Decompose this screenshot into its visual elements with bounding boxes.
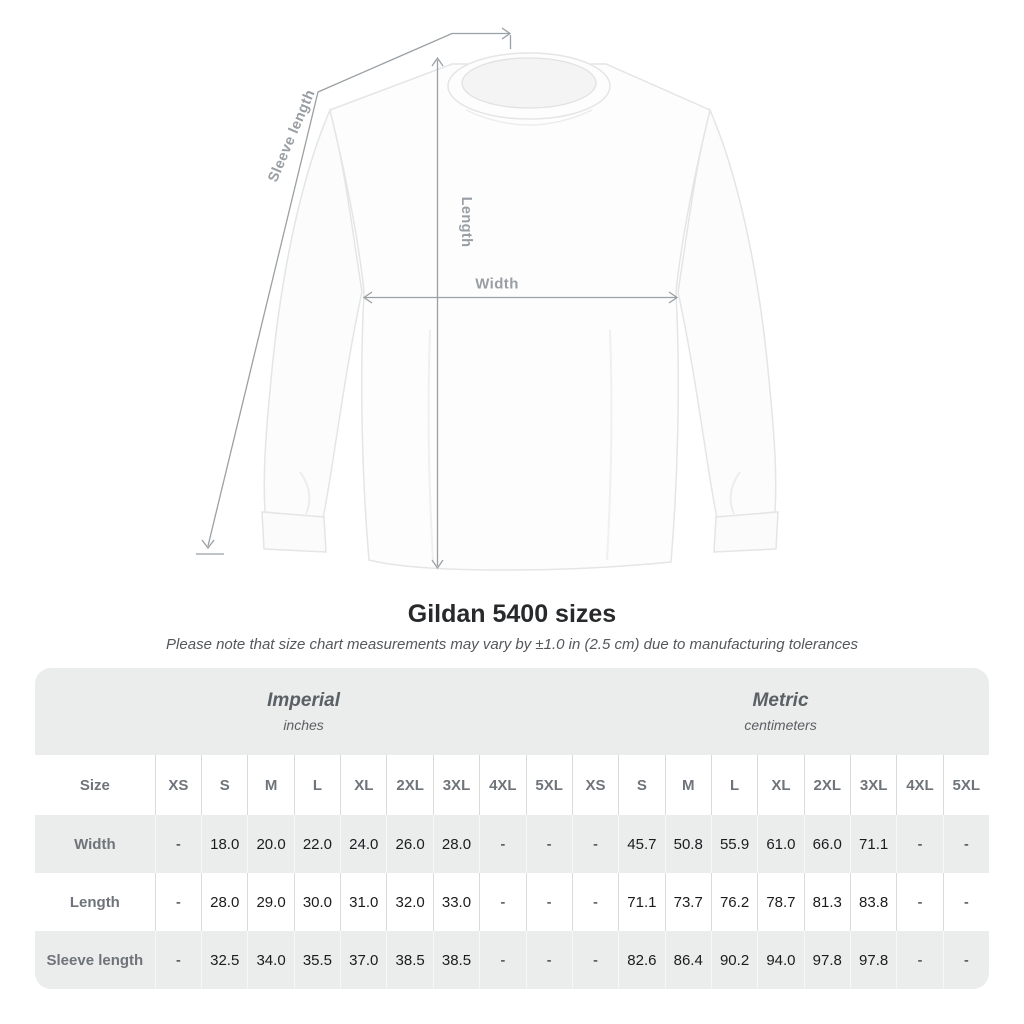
table-cell: 28.0 bbox=[201, 873, 247, 931]
table-cell: 34.0 bbox=[247, 931, 293, 989]
table-cell: - bbox=[571, 873, 618, 931]
metric-label: Metric bbox=[752, 690, 809, 711]
table-cell: 90.2 bbox=[710, 931, 757, 989]
table-cell: 30.0 bbox=[293, 873, 340, 931]
table-cell: - bbox=[479, 931, 525, 989]
size-col-header: XL bbox=[340, 755, 386, 815]
table-cell: 71.1 bbox=[849, 815, 896, 873]
size-chart-table: Imperial inches Metric centimeters Size … bbox=[35, 668, 989, 989]
table-cell: - bbox=[896, 931, 942, 989]
table-cell: - bbox=[896, 815, 942, 873]
table-cell: 22.0 bbox=[293, 815, 340, 873]
table-cell: - bbox=[479, 815, 525, 873]
table-cell: 61.0 bbox=[757, 815, 803, 873]
width-label: Width bbox=[475, 275, 519, 293]
table-cell: 26.0 bbox=[386, 815, 432, 873]
table-cell: 31.0 bbox=[340, 873, 386, 931]
table-row-length: Length - 28.0 29.0 30.0 31.0 32.0 33.0 -… bbox=[35, 873, 989, 931]
size-col-header: 4XL bbox=[896, 755, 942, 815]
size-col-header: 5XL bbox=[525, 755, 572, 815]
table-cell: - bbox=[525, 873, 572, 931]
sleeve-length-arrow bbox=[196, 27, 512, 555]
table-cell: - bbox=[479, 873, 525, 931]
size-header-row: Size XS S M L XL 2XL 3XL 4XL 5XL XS S M … bbox=[35, 755, 989, 815]
table-cell: 18.0 bbox=[201, 815, 247, 873]
table-cell: - bbox=[525, 815, 572, 873]
table-cell: 50.8 bbox=[664, 815, 711, 873]
size-col-header: S bbox=[201, 755, 247, 815]
table-cell: - bbox=[154, 873, 201, 931]
size-col-header: 4XL bbox=[479, 755, 525, 815]
table-cell: 45.7 bbox=[618, 815, 664, 873]
table-row-sleeve-length: Sleeve length - 32.5 34.0 35.5 37.0 38.5… bbox=[35, 931, 989, 989]
table-cell: 28.0 bbox=[432, 815, 479, 873]
size-col-header: XS bbox=[154, 755, 201, 815]
table-cell: - bbox=[896, 873, 942, 931]
table-cell: 32.5 bbox=[201, 931, 247, 989]
table-cell: 73.7 bbox=[664, 873, 711, 931]
table-cell: 37.0 bbox=[340, 931, 386, 989]
page-title: Gildan 5400 sizes bbox=[407, 600, 617, 628]
table-cell: - bbox=[942, 931, 989, 989]
size-col-header: XL bbox=[757, 755, 803, 815]
table-cell: 55.9 bbox=[710, 815, 757, 873]
table-cell: 83.8 bbox=[849, 873, 896, 931]
table-cell: 38.5 bbox=[386, 931, 432, 989]
shirt-image bbox=[196, 27, 779, 571]
table-cell: 82.6 bbox=[618, 931, 664, 989]
metric-sublabel: centimeters bbox=[744, 717, 817, 733]
table-cell: - bbox=[571, 931, 618, 989]
table-cell: 32.0 bbox=[386, 873, 432, 931]
table-cell: 81.3 bbox=[803, 873, 850, 931]
table-cell: 24.0 bbox=[340, 815, 386, 873]
length-label: Length bbox=[458, 196, 474, 248]
table-cell: 97.8 bbox=[849, 931, 896, 989]
table-cell: - bbox=[942, 873, 989, 931]
table-cell: 94.0 bbox=[757, 931, 803, 989]
size-col-header: L bbox=[293, 755, 340, 815]
size-col-header: 3XL bbox=[849, 755, 896, 815]
imperial-label: Imperial bbox=[267, 690, 340, 711]
table-cell: 33.0 bbox=[432, 873, 479, 931]
product-measurement-diagram: Sleeve length Length Width bbox=[196, 27, 779, 571]
size-col-header: L bbox=[710, 755, 757, 815]
table-cell: - bbox=[154, 931, 201, 989]
table-cell: 29.0 bbox=[247, 873, 293, 931]
table-cell: 97.8 bbox=[803, 931, 850, 989]
table-cell: 86.4 bbox=[664, 931, 711, 989]
table-cell: 35.5 bbox=[293, 931, 340, 989]
size-col-header: 2XL bbox=[803, 755, 850, 815]
table-cell: 78.7 bbox=[757, 873, 803, 931]
size-col-header: 2XL bbox=[386, 755, 432, 815]
table-cell: 20.0 bbox=[247, 815, 293, 873]
table-cell: 76.2 bbox=[710, 873, 757, 931]
table-cell: - bbox=[571, 815, 618, 873]
size-col-header: M bbox=[664, 755, 711, 815]
unit-group-metric: Metric centimeters bbox=[572, 690, 989, 733]
unit-band: Imperial inches Metric centimeters bbox=[35, 668, 989, 755]
size-header: Size bbox=[79, 776, 110, 794]
table-cell: 66.0 bbox=[803, 815, 850, 873]
table-row-width: Width - 18.0 20.0 22.0 24.0 26.0 28.0 - … bbox=[35, 815, 989, 873]
table-cell: 71.1 bbox=[618, 873, 664, 931]
table-cell: 38.5 bbox=[432, 931, 479, 989]
size-col-header: 3XL bbox=[432, 755, 479, 815]
row-label: Sleeve length bbox=[46, 951, 144, 969]
row-label: Width bbox=[74, 835, 116, 853]
size-col-header: 5XL bbox=[942, 755, 989, 815]
tolerance-note: Please note that size chart measurements… bbox=[166, 636, 858, 653]
length-arrow bbox=[431, 56, 444, 570]
row-label: Length bbox=[69, 893, 120, 911]
size-col-header: XS bbox=[571, 755, 618, 815]
table-cell: - bbox=[525, 931, 572, 989]
table-cell: - bbox=[942, 815, 989, 873]
imperial-sublabel: inches bbox=[283, 717, 324, 733]
size-col-header: M bbox=[247, 755, 293, 815]
width-arrow bbox=[362, 291, 679, 304]
table-cell: - bbox=[154, 815, 201, 873]
unit-group-imperial: Imperial inches bbox=[35, 690, 572, 733]
size-col-header: S bbox=[618, 755, 664, 815]
